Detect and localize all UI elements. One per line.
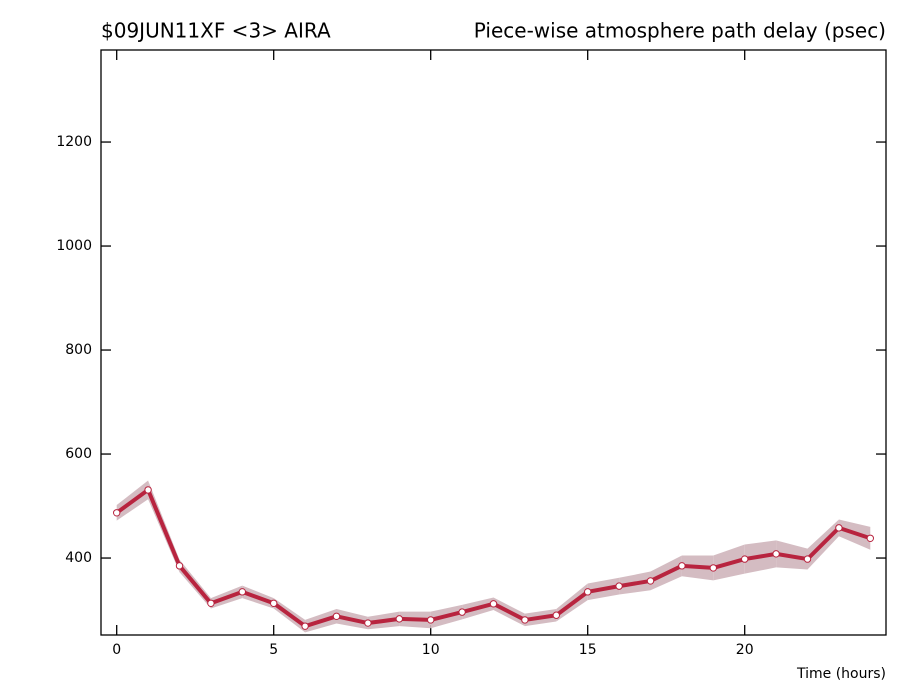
data-point xyxy=(364,619,372,627)
data-point xyxy=(803,555,812,563)
x-tick-label: 10 xyxy=(422,642,440,658)
data-point xyxy=(175,562,184,570)
data-point xyxy=(395,615,403,623)
data-point xyxy=(646,577,655,585)
x-tick-label: 15 xyxy=(579,642,597,658)
data-point xyxy=(427,616,435,624)
data-point xyxy=(270,599,278,607)
data-point xyxy=(835,524,843,532)
x-tick-label: 5 xyxy=(269,642,278,658)
chart-title: Piece-wise atmosphere path delay (psec) xyxy=(474,19,886,43)
y-tick-label: 400 xyxy=(65,550,92,566)
data-point xyxy=(678,562,686,570)
data-point xyxy=(741,555,749,563)
y-tick-label: 1000 xyxy=(56,238,92,254)
data-point xyxy=(709,564,717,572)
x-tick-label: 20 xyxy=(736,642,754,658)
data-point xyxy=(458,608,466,616)
plot-frame xyxy=(100,49,887,636)
data-point xyxy=(772,550,780,558)
x-tick-label: 0 xyxy=(112,642,121,658)
y-tick-label: 1200 xyxy=(56,134,92,150)
data-point xyxy=(207,599,215,607)
chart-title-left: $09JUN11XF <3> AIRA xyxy=(101,19,331,43)
data-point xyxy=(144,486,152,494)
data-point xyxy=(301,622,309,630)
x-axis-label: Time (hours) xyxy=(796,666,886,682)
y-tick-label: 800 xyxy=(65,342,92,358)
data-point xyxy=(332,612,341,620)
data-point xyxy=(552,611,560,619)
data-point xyxy=(238,588,247,596)
data-point xyxy=(521,616,529,624)
data-point xyxy=(615,582,623,590)
data-point xyxy=(113,509,121,517)
data-point xyxy=(866,534,874,542)
data-point xyxy=(489,600,498,608)
data-point xyxy=(584,588,592,596)
y-tick-label: 600 xyxy=(65,446,92,462)
